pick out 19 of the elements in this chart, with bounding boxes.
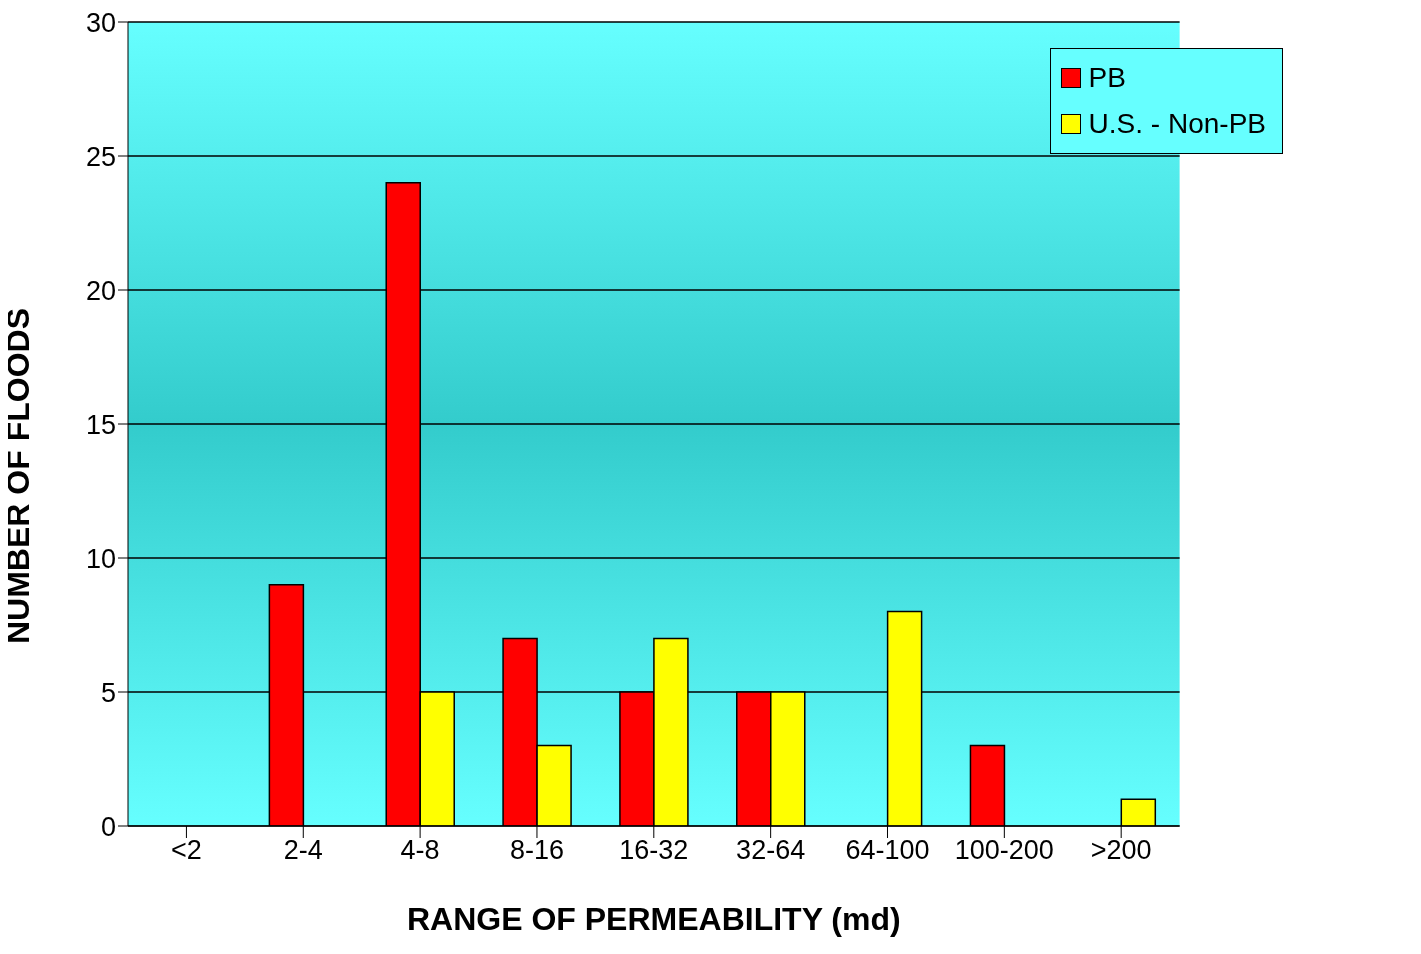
y-tick-label: 30 [85, 7, 116, 38]
x-tick-label: 4-8 [400, 835, 440, 866]
y-tick-label: 15 [85, 409, 116, 440]
x-axis-title: RANGE OF PERMEABILITY (md) [406, 901, 901, 937]
y-tick-label: 5 [100, 677, 116, 708]
y-tick-label: 0 [100, 811, 116, 842]
x-tick-label: 100-200 [954, 835, 1054, 866]
x-tick-label: <2 [171, 835, 202, 866]
y-tick-label: 25 [85, 141, 116, 172]
x-tick-label: >200 [1090, 835, 1152, 866]
legend-label: U.S. - Non-PB [1088, 107, 1266, 141]
x-tick-label: 32-64 [736, 835, 806, 866]
y-tick-label: 20 [85, 275, 116, 306]
y-tick-label: 10 [85, 543, 116, 574]
x-tick-label: 64-100 [845, 835, 930, 866]
legend-label: PB [1088, 61, 1126, 95]
x-tick-label: 8-16 [509, 835, 564, 866]
x-tick-label: 2-4 [283, 835, 323, 866]
x-tick-label: 16-32 [619, 835, 689, 866]
